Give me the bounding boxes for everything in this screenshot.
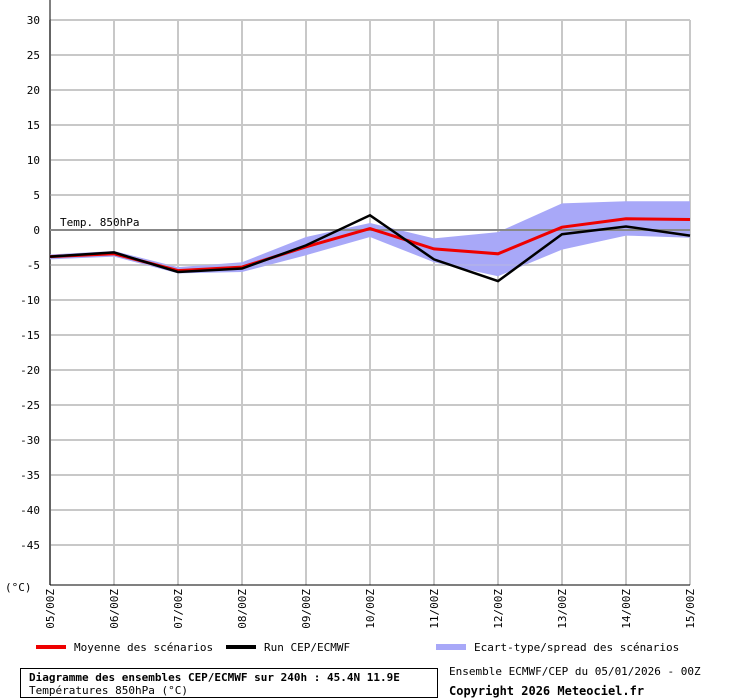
temp-850hpa-annotation: Temp. 850hPa (60, 216, 139, 229)
y-tick-label: 20 (27, 84, 40, 97)
y-tick-label: 30 (27, 14, 40, 27)
legend-label-run: Run CEP/ECMWF (264, 640, 351, 654)
legend-swatch-blue (436, 644, 466, 650)
y-tick-labels: 30 25 20 15 10 5 0 -5 -10 -15 -20 -25 -30 -35 -40 -45 (20, 14, 40, 552)
y-tick-label: 15 (27, 119, 40, 132)
x-tick-label: 13/00Z (556, 589, 569, 629)
y-tick-label: -45 (20, 539, 40, 552)
chart-grid (49, 0, 691, 586)
y-tick-label: -15 (20, 329, 40, 342)
legend-label-mean: Moyenne des scénarios (74, 640, 214, 654)
y-tick-label: 0 (33, 224, 40, 237)
run-series-line (49, 213, 691, 283)
legend-label-spread: Ecart-type/spread des scénarios (474, 640, 680, 654)
x-tick-label: 14/00Z (620, 589, 633, 629)
y-tick-label: -25 (20, 399, 40, 412)
x-tick-label: 05/00Z (44, 589, 57, 629)
ensemble-chart: Temp. 850hPa 30 25 20 15 10 5 0 -5 -10 -15 -20 -25 -… (5, 0, 697, 629)
y-tick-label: -40 (20, 504, 40, 517)
x-tick-label: 15/00Z (684, 589, 697, 629)
legend-swatch-red (36, 645, 66, 649)
y-tick-label: 10 (27, 154, 40, 167)
y-tick-label: 25 (27, 49, 40, 62)
y-tick-label: -35 (20, 469, 40, 482)
x-tick-label: 12/00Z (492, 589, 505, 629)
chart-subtitle: Températures 850hPa (°C) (29, 684, 188, 697)
x-tick-label: 07/00Z (172, 589, 185, 629)
x-tick-label: 10/00Z (364, 589, 377, 629)
chart-info-box: Diagramme des ensembles CEP/ECMWF sur 24… (20, 668, 438, 698)
legend-swatch-black (226, 645, 256, 649)
y-unit-label: (°C) (5, 581, 32, 594)
y-tick-label: 5 (33, 189, 40, 202)
x-tick-label: 11/00Z (428, 589, 441, 629)
y-tick-label: -20 (20, 364, 40, 377)
chart-title: Diagramme des ensembles CEP/ECMWF sur 24… (29, 671, 400, 684)
x-tick-label: 08/00Z (236, 589, 249, 629)
y-tick-label: -30 (20, 434, 40, 447)
y-tick-label: -10 (20, 294, 40, 307)
ensemble-run-info: Ensemble ECMWF/CEP du 05/01/2026 - 00Z (449, 665, 701, 678)
y-tick-label: -5 (27, 259, 40, 272)
legend-item-spread: Ecart-type/spread des scénarios (436, 638, 679, 656)
copyright-text: Copyright 2026 Meteociel.fr (449, 684, 645, 698)
legend-item-mean: Moyenne des scénarios (36, 638, 213, 656)
x-tick-label: 09/00Z (300, 589, 313, 629)
x-tick-labels: 05/00Z 06/00Z 07/00Z 08/00Z 09/00Z 10/00Z 11/0… (44, 589, 697, 629)
x-tick-label: 06/00Z (108, 589, 121, 629)
legend-item-run: Run CEP/ECMWF (226, 638, 350, 656)
